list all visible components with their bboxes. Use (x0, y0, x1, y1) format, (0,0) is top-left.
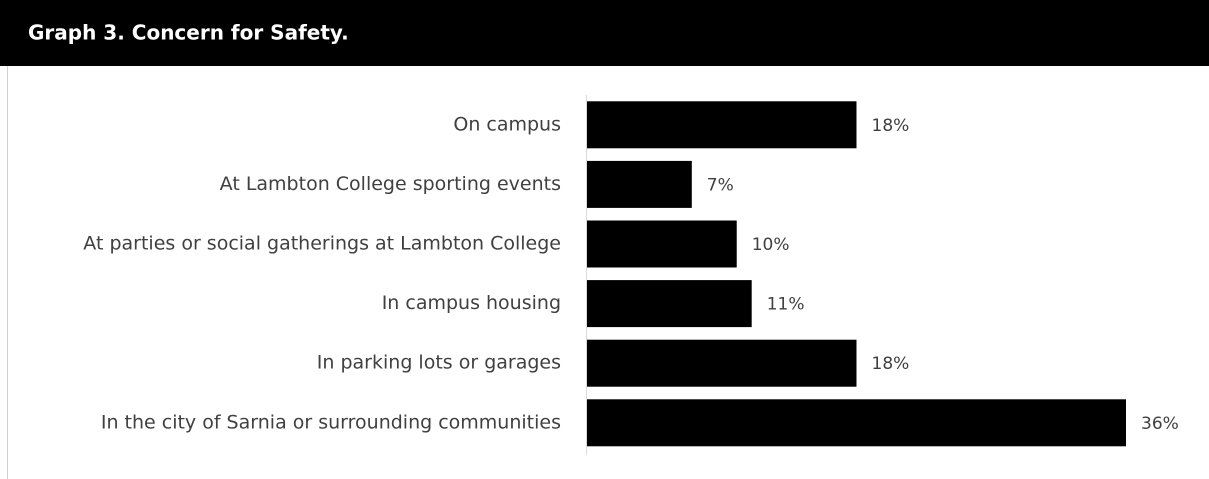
bar (587, 399, 1126, 447)
bar (587, 280, 752, 328)
category-label: In the city of Sarnia or surrounding com… (101, 411, 561, 433)
value-label: 11% (767, 295, 805, 315)
category-label: In campus housing (382, 292, 561, 314)
category-label: At parties or social gatherings at Lambt… (83, 233, 561, 255)
chart-title: Graph 3. Concern for Safety. (28, 21, 349, 45)
bar (587, 220, 737, 268)
value-label: 7% (707, 175, 734, 195)
value-label: 18% (872, 354, 910, 374)
title-bar (0, 0, 1209, 66)
bar (587, 101, 857, 149)
value-label: 10% (752, 235, 790, 255)
value-label: 36% (1141, 414, 1179, 434)
category-label: In parking lots or garages (317, 352, 561, 374)
bar (587, 160, 692, 208)
value-label: 18% (872, 116, 910, 136)
category-label: On campus (453, 113, 561, 135)
category-label: At Lambton College sporting events (220, 173, 561, 195)
bar (587, 339, 857, 387)
